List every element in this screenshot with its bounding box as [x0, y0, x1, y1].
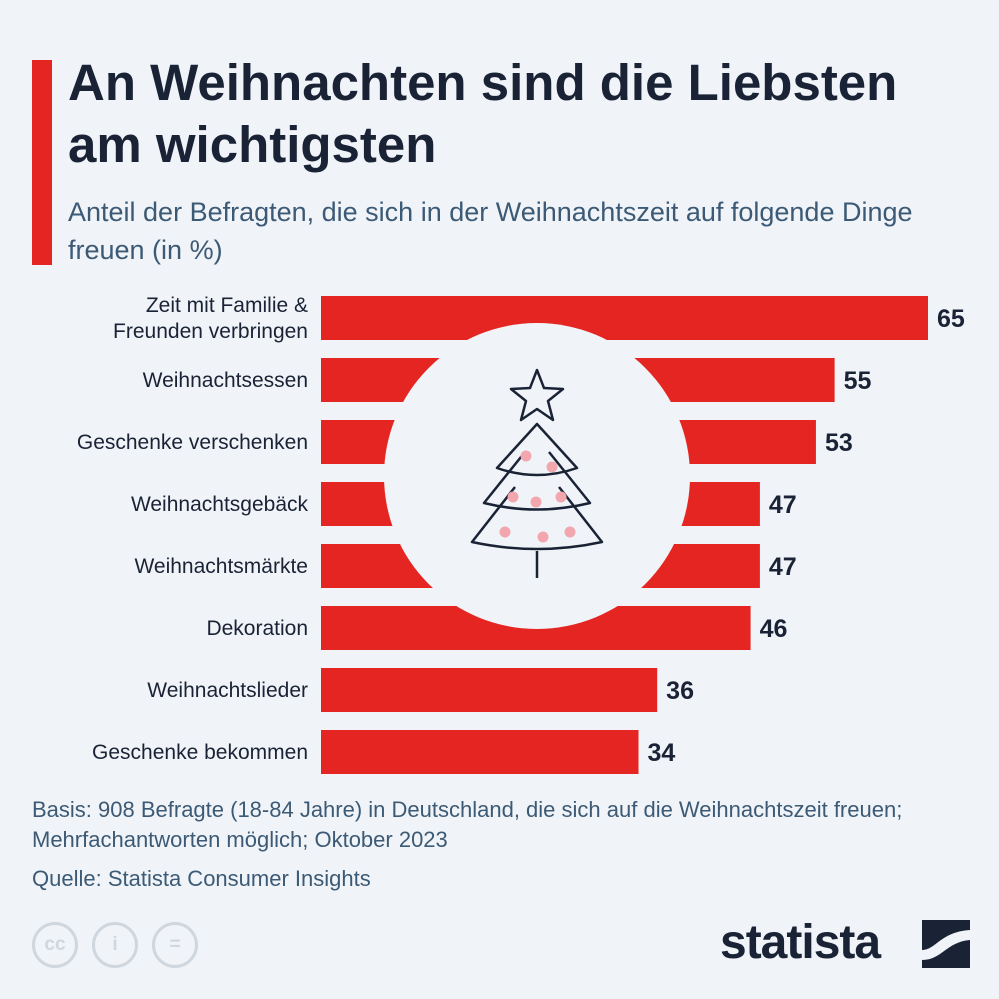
category-label-1: Weihnachtsessen: [143, 369, 308, 392]
value-label-0: 65: [937, 305, 965, 333]
value-label-4: 47: [769, 553, 797, 581]
statista-logo-text[interactable]: statista: [720, 916, 881, 969]
bar-7: [321, 730, 639, 774]
bar-0: [321, 296, 928, 340]
nd-icon[interactable]: =: [152, 922, 198, 968]
category-label-7: Geschenke bekommen: [92, 741, 308, 764]
category-label-3: Weihnachtsgebäck: [131, 493, 309, 516]
chart-subtitle: Anteil der Befragten, die sich in der We…: [68, 197, 913, 265]
value-label-3: 47: [769, 491, 797, 519]
source-note: Quelle: Statista Consumer Insights: [32, 866, 371, 891]
category-label-0: Zeit mit Familie & Freunden verbringen: [113, 294, 308, 343]
labels-layer: 65 Zeit mit Familie & Freunden verbringen 5…: [77, 294, 965, 767]
category-label-6: Weihnachtslieder: [147, 679, 308, 702]
footnote: Basis: 908 Befragte (18-84 Jahre) in Deu…: [32, 797, 903, 852]
christmas-tree-icon: [384, 323, 690, 629]
cc-icon[interactable]: cc: [32, 922, 78, 968]
value-label-1: 55: [844, 367, 872, 395]
statista-logo-icon: [922, 920, 970, 968]
category-label-5: Dekoration: [206, 617, 308, 640]
value-label-2: 53: [825, 429, 853, 457]
chart-title: An Weihnachten sind die Liebsten am wich…: [68, 54, 898, 173]
category-label-2: Geschenke verschenken: [77, 431, 308, 454]
category-label-4: Weihnachtsmärkte: [134, 555, 308, 578]
by-icon[interactable]: i: [92, 922, 138, 968]
bar-6: [321, 668, 658, 712]
value-label-5: 46: [760, 615, 788, 643]
value-label-6: 36: [666, 677, 694, 705]
value-label-7: 34: [648, 739, 676, 767]
title-accent-bar: [32, 60, 52, 265]
